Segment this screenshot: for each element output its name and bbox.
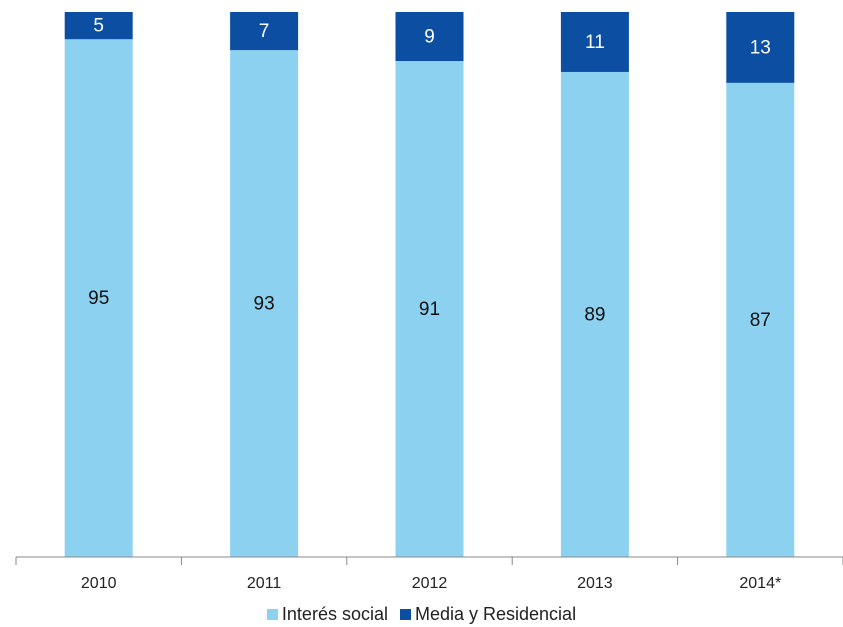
data-label-inter-s-social-2014: 87 (750, 310, 771, 331)
data-label-media-y-residencial-2012: 9 (424, 27, 435, 48)
bars-group (64, 12, 795, 558)
data-label-inter-s-social-2010: 95 (88, 288, 109, 309)
bar-media-y-residencial-2014 (726, 12, 795, 83)
bar-media-y-residencial-2012 (395, 12, 464, 62)
x-tick-label-2012: 2012 (412, 575, 448, 592)
legend-item-media-residencial: Media y Residencial (399, 604, 577, 625)
bar-media-y-residencial-2010 (64, 12, 133, 40)
data-label-media-y-residencial-2014: 13 (750, 37, 771, 58)
bar-inter-s-social-2012 (395, 61, 464, 558)
stacked-bar-chart: 95 5 93 7 91 9 89 11 87 13 2010 2011 2012 2013 2014* (15, 12, 843, 592)
x-tick-label-2014: 2014* (739, 575, 781, 592)
bar-inter-s-social-2010 (64, 39, 133, 557)
legend-item-interes-social: Interés social (266, 604, 388, 625)
bar-media-y-residencial-2011 (230, 12, 299, 51)
x-tick-label-2011: 2011 (247, 575, 282, 592)
x-tick-label-2010: 2010 (81, 575, 117, 592)
data-label-media-y-residencial-2013: 11 (585, 32, 605, 53)
data-label-inter-s-social-2013: 89 (584, 304, 605, 325)
x-axis: 2010 2011 2012 2013 2014* (15, 556, 843, 592)
legend: Interés social Media y Residencial (0, 604, 843, 625)
bar-media-y-residencial-2013 (560, 12, 629, 72)
bar-inter-s-social-2013 (560, 71, 629, 557)
bar-labels-group: 95 5 93 7 91 9 89 11 87 13 (88, 16, 771, 331)
x-tick-label-2013: 2013 (577, 575, 613, 592)
data-label-inter-s-social-2012: 91 (419, 299, 440, 320)
legend-label-interes-social: Interés social (281, 604, 388, 624)
data-label-media-y-residencial-2010: 5 (93, 16, 104, 37)
legend-swatch-interes-social (266, 609, 278, 620)
bar-inter-s-social-2011 (230, 50, 299, 558)
bar-inter-s-social-2014 (726, 82, 795, 557)
legend-label-media-residencial: Media y Residencial (414, 604, 577, 624)
data-label-media-y-residencial-2011: 7 (259, 21, 270, 42)
data-label-inter-s-social-2011: 93 (254, 294, 275, 315)
legend-swatch-media-residencial (399, 609, 411, 620)
